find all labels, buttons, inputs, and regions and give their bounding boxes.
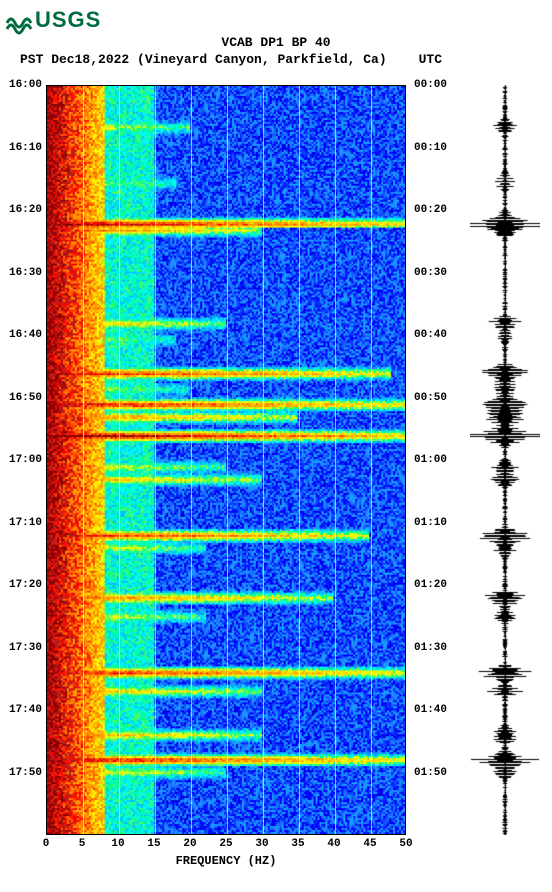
utc-tick: 00:20: [410, 204, 460, 216]
utc-tick: 01:40: [410, 704, 460, 716]
pst-tick: 17:00: [0, 454, 44, 466]
freq-tick: 30: [255, 838, 268, 850]
utc-tick: 00:10: [410, 142, 460, 154]
pst-tick: 17:10: [0, 517, 44, 529]
utc-tick: 01:10: [410, 517, 460, 529]
wave-icon: [5, 5, 35, 35]
grid-line: [407, 86, 408, 834]
seismogram-canvas: [470, 85, 540, 835]
spectrogram-canvas: [47, 86, 405, 834]
pst-tick: 17:20: [0, 579, 44, 591]
utc-tick: 00:30: [410, 267, 460, 279]
pst-axis-ticks: 16:0016:1016:2016:3016:4016:5017:0017:10…: [0, 85, 44, 835]
utc-tick: 00:50: [410, 392, 460, 404]
utc-tick: 01:00: [410, 454, 460, 466]
pst-tick: 17:30: [0, 642, 44, 654]
spectrogram-plot: [46, 85, 406, 835]
utc-header: UTC: [419, 52, 442, 67]
freq-axis-label: FREQUENCY (HZ): [46, 854, 406, 868]
pst-tick: 16:10: [0, 142, 44, 154]
freq-tick: 5: [79, 838, 86, 850]
pst-tick: 16:30: [0, 267, 44, 279]
chart-title: VCAB DP1 BP 40: [0, 35, 552, 50]
usgs-logo: USGS: [5, 5, 101, 35]
utc-axis-ticks: 00:0000:1000:2000:3000:4000:5001:0001:10…: [410, 85, 460, 835]
freq-axis-ticks: 05101520253035404550: [46, 838, 406, 852]
freq-tick: 25: [219, 838, 232, 850]
freq-tick: 15: [147, 838, 160, 850]
utc-tick: 01:50: [410, 767, 460, 779]
freq-tick: 40: [327, 838, 340, 850]
pst-tick: 16:00: [0, 79, 44, 91]
pst-tick: 17:40: [0, 704, 44, 716]
usgs-logo-text: USGS: [35, 7, 101, 33]
utc-tick: 00:00: [410, 79, 460, 91]
chart-subtitle: PST Dec18,2022 (Vineyard Canyon, Parkfie…: [20, 52, 387, 67]
utc-tick: 01:30: [410, 642, 460, 654]
pst-tick: 16:40: [0, 329, 44, 341]
utc-tick: 00:40: [410, 329, 460, 341]
utc-tick: 01:20: [410, 579, 460, 591]
pst-tick: 17:50: [0, 767, 44, 779]
freq-tick: 45: [363, 838, 376, 850]
freq-tick: 50: [399, 838, 412, 850]
pst-tick: 16:20: [0, 204, 44, 216]
freq-tick: 35: [291, 838, 304, 850]
freq-tick: 0: [43, 838, 50, 850]
pst-tick: 16:50: [0, 392, 44, 404]
seismogram-plot: [470, 85, 540, 835]
freq-tick: 20: [183, 838, 196, 850]
freq-tick: 10: [111, 838, 124, 850]
